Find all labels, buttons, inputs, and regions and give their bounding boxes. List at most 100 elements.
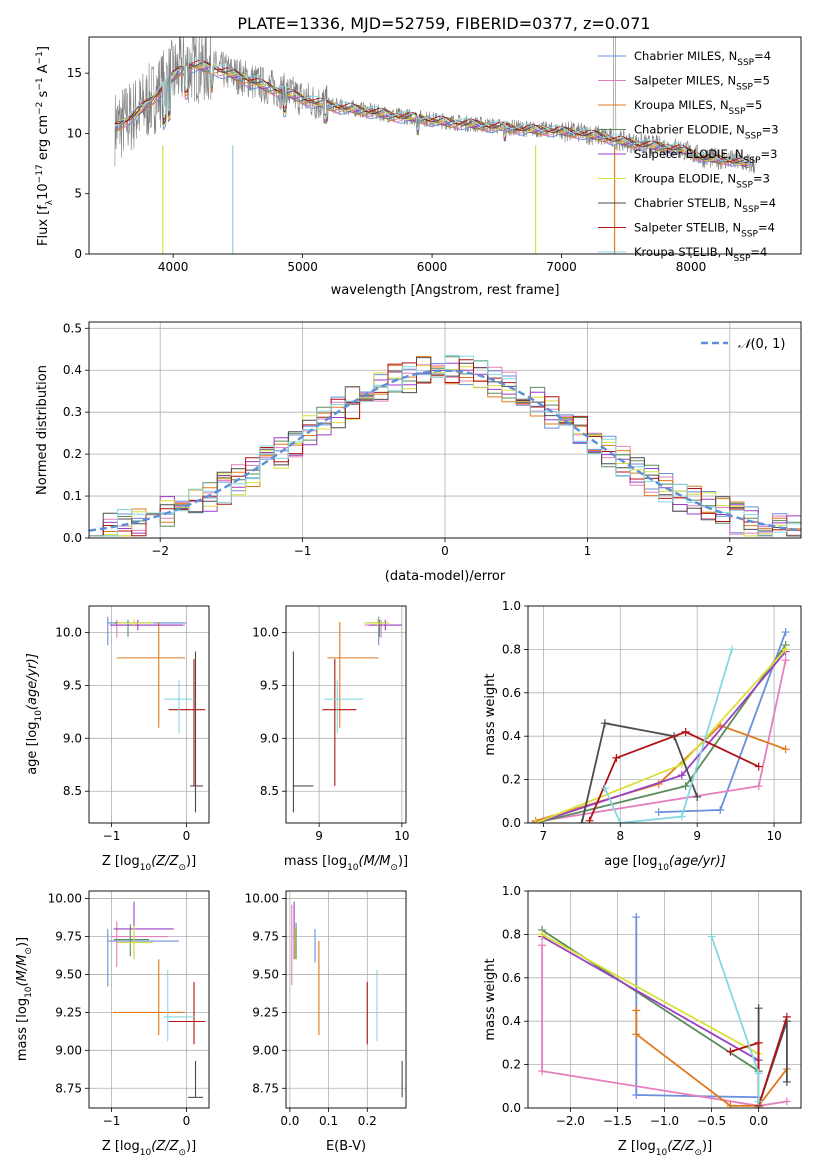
legend-label-kroupa_elodie: Kroupa ELODIE, NSSP=3	[634, 172, 770, 191]
series-marker-salpeter_miles	[538, 1067, 547, 1076]
legend-label-kroupa_miles: Kroupa MILES, NSSP=5	[634, 98, 762, 117]
y-tick-label: 8.5	[260, 784, 279, 798]
series-marker-chabrier_miles	[632, 913, 641, 922]
x-tick-label: 9	[693, 829, 701, 843]
x-tick-label: 0.0	[749, 1114, 768, 1128]
legend-label-normal: 𝒩(0, 1)	[738, 337, 785, 352]
plot-spectrum: 4000 5000 6000 7000 8000 0 5 10 15 wavelength [An…	[35, 36, 802, 298]
series-marker-salpeter_stelib	[612, 753, 621, 762]
x-tick-label: −1	[294, 544, 312, 558]
normal-reference-curve	[89, 369, 801, 532]
y-tick-label: 9.75	[55, 930, 82, 944]
y-tick-label: 0.1	[63, 489, 82, 503]
series-marker-kroupa_stelib	[727, 645, 736, 654]
series-marker-kroupa_miles	[726, 1101, 735, 1108]
plot-area	[292, 616, 402, 813]
y-tick-label: 0.0	[502, 1101, 521, 1115]
y-tick-label: 0	[74, 247, 82, 261]
y-tick-label: 0.4	[502, 1014, 521, 1028]
y-tick-label: 0.5	[63, 321, 82, 335]
plot-weight_vs_Z: −2.0 −1.5 −1.0 −0.5 0.0 0.0 0.2 0.4 0.6 0.8 1.0 mas…	[483, 884, 802, 1158]
y-tick-label: 10.0	[252, 625, 279, 639]
axes-frame	[88, 36, 802, 255]
y-tick-label: 9.0	[260, 731, 279, 745]
x-tick-label: 0	[183, 829, 191, 843]
y-axis-label: mass weight	[483, 673, 498, 755]
y-tick-label: 9.25	[55, 1005, 82, 1019]
spectrum-model-salpeter_miles	[114, 66, 750, 166]
series-marker-kroupa_elodie	[781, 645, 790, 654]
y-tick-label: 8.75	[55, 1081, 82, 1095]
y-tick-label: 1.0	[502, 599, 521, 613]
x-tick-label: −2.0	[556, 1114, 585, 1128]
y-tick-label: 9.00	[252, 1043, 279, 1057]
plot-age_vs_mass: 9 10 8.5 9.0 9.5 10.0 mass [log10(M/M⊙)]	[252, 605, 410, 873]
y-tick-label: 9.25	[252, 1005, 279, 1019]
y-tick-label: 9.50	[55, 967, 82, 981]
y-axis-label: age [log10(age/yr)]	[25, 653, 44, 775]
series-line-kroupa_stelib	[604, 649, 733, 823]
series-marker-salpeter_elodie	[677, 771, 686, 780]
y-tick-label: 9.00	[55, 1043, 82, 1057]
series-marker-salpeter_stelib	[585, 816, 594, 823]
y-tick-label: 9.75	[252, 930, 279, 944]
plot-mass_vs_ebv: 0.0 0.1 0.2 8.75 9.00 9.25 9.50 9.75 10.00 E(B-V)	[245, 890, 407, 1154]
y-axis-label: mass weight	[483, 958, 498, 1040]
y-tick-label: 1.0	[502, 884, 521, 898]
y-tick-label: 0.8	[502, 927, 521, 941]
plot-age_vs_Z: −1 0 8.5 9.0 9.5 10.0 Z [log10(Z/Z⊙)] age [log1…	[25, 605, 210, 873]
x-tick-label: 0	[183, 1114, 191, 1128]
series-line-salpeter_stelib	[588, 730, 760, 822]
series-marker-kroupa_stelib	[754, 1069, 763, 1078]
y-tick-label: 5	[74, 187, 82, 201]
x-tick-label: 10	[766, 829, 781, 843]
x-tick-label: 4000	[158, 260, 189, 274]
y-tick-label: 9.50	[252, 967, 279, 981]
x-tick-label: −2	[151, 544, 169, 558]
y-tick-label: 10.00	[245, 892, 279, 906]
series-marker-salpeter_miles	[538, 941, 547, 950]
y-tick-label: 0.4	[502, 729, 521, 743]
x-axis-label: wavelength [Angstrom, rest frame]	[331, 283, 560, 298]
plot-mass_vs_Z: −1 0 8.75 9.00 9.25 9.50 9.75 10.00 Z [log10(Z/Z…	[15, 890, 210, 1158]
axes-frame	[285, 605, 407, 824]
x-tick-label: −1	[103, 1114, 121, 1128]
plot-area	[107, 616, 206, 813]
series-marker-salpeter_stelib	[754, 762, 763, 771]
x-axis-label: Z [log10(Z/Z⊙)]	[102, 854, 196, 873]
series-marker-kroupa_stelib	[616, 819, 625, 823]
legend-label-chabrier_elodie: Chabrier ELODIE, NSSP=3	[634, 123, 779, 142]
y-tick-label: 9.0	[63, 731, 82, 745]
series-marker-salpeter_stelib	[726, 1047, 735, 1056]
series-marker-kroupa_stelib	[707, 932, 716, 941]
spectrum-data-line	[114, 37, 756, 174]
x-tick-label: 7000	[546, 260, 577, 274]
histogram-kroupa_stelib	[89, 354, 801, 537]
y-tick-label: 10.0	[55, 625, 82, 639]
series-marker-chabrier_stelib	[600, 719, 609, 728]
plot-area	[114, 37, 756, 254]
plot-weight_vs_age: 7 8 9 10 0.0 0.2 0.4 0.6 0.8 1.0 mass weight age [l…	[483, 599, 802, 873]
spectrum-model-chabrier_miles	[114, 68, 749, 167]
x-tick-label: 8000	[676, 260, 707, 274]
y-tick-label: 10	[67, 126, 82, 140]
y-tick-label: 8.75	[252, 1081, 279, 1095]
series-marker-salpeter_miles	[782, 1097, 791, 1106]
plot-area	[107, 901, 206, 1098]
axes-frame	[285, 890, 407, 1109]
x-tick-label: 1	[584, 544, 592, 558]
series-marker-kroupa_elodie	[538, 930, 547, 939]
y-tick-label: 9.5	[260, 678, 279, 692]
x-tick-label: 0.0	[280, 1114, 299, 1128]
y-tick-label: 0.6	[502, 971, 521, 985]
series-marker-kroupa_stelib	[600, 784, 609, 793]
axes-frame	[527, 605, 802, 824]
legend-label-kroupa_stelib: Kroupa STELIB, NSSP=4	[634, 245, 767, 264]
x-tick-label: 10	[394, 829, 409, 843]
x-tick-label: 2	[726, 544, 734, 558]
series-marker-salpeter_miles	[754, 782, 763, 791]
series-marker-kroupa_miles	[632, 1030, 641, 1039]
x-axis-label: E(B-V)	[326, 1139, 366, 1154]
spectrum-model-salpeter_stelib	[114, 60, 749, 163]
plot-area	[538, 913, 791, 1108]
